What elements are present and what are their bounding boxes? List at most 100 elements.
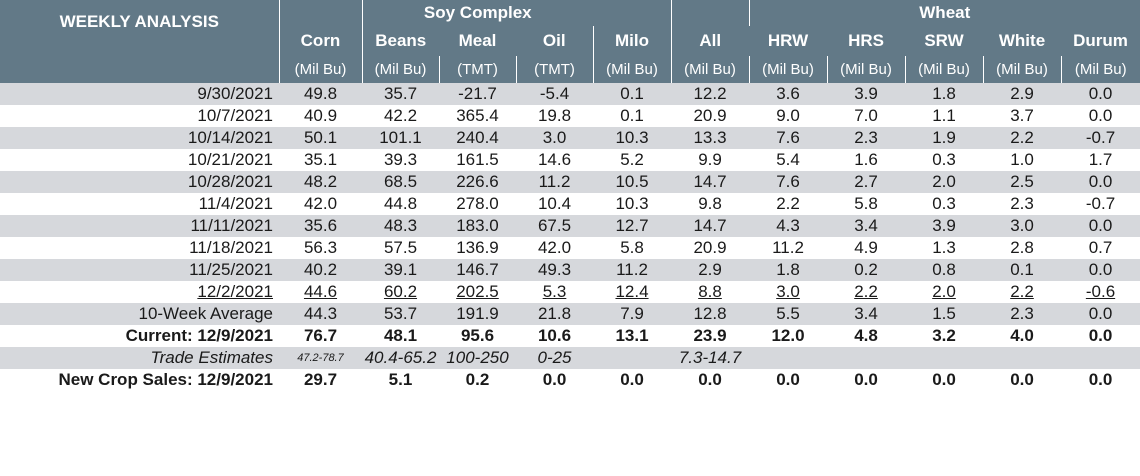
estimate-empty [749,347,828,369]
table-title: WEEKLY ANALYSIS [0,0,279,56]
table-row: 10/14/2021 50.1 101.1 240.4 3.0 10.3 13.3 7.6 2.… [0,127,1140,149]
table-cell: 5.5 [749,303,828,325]
table-cell: 278.0 [439,193,516,215]
row-label: 10/21/2021 [0,149,279,171]
table-cell: 0.7 [1061,237,1140,259]
table-cell: 40.2 [279,259,362,281]
table-cell: 12.8 [671,303,750,325]
unit-label: (Mil Bu) [361,56,439,83]
table-cell: 2.0 [905,281,984,303]
table-cell: 12.0 [749,325,828,347]
row-label: 10-Week Average [0,303,279,325]
table-cell: 44.8 [362,193,439,215]
unit-label: (TMT) [438,56,516,83]
table-row: New Crop Sales: 12/9/2021 29.7 5.1 0.2 0.0 0.… [0,369,1140,391]
table-row: 11/4/2021 42.0 44.8 278.0 10.4 10.3 9.8 2.2 5.8 0… [0,193,1140,215]
table-cell: 8.8 [671,281,750,303]
table-cell: 0.2 [827,259,906,281]
row-label: 10/14/2021 [0,127,279,149]
table-cell: 191.9 [439,303,516,325]
table-cell: 7.0 [827,105,906,127]
row-label: 10/28/2021 [0,171,279,193]
row-label: 11/18/2021 [0,237,279,259]
table-cell: 12.4 [593,281,672,303]
table-cell: 53.7 [362,303,439,325]
unit-label: (Mil Bu) [748,56,828,83]
table-cell: 0.0 [1061,325,1140,347]
table-cell: 12.2 [671,83,750,105]
table-cell: 3.4 [827,215,906,237]
table-cell: 20.9 [671,237,750,259]
table-cell: 2.2 [749,193,828,215]
table-cell: -0.7 [1061,127,1140,149]
unit-label: (Mil Bu) [826,56,906,83]
table-cell: 40.9 [279,105,362,127]
table-cell: 14.6 [516,149,594,171]
table-row: 11/11/2021 35.6 48.3 183.0 67.5 12.7 14.7 4.3 3.… [0,215,1140,237]
estimate-milo [593,347,672,369]
estimate-empty [983,347,1062,369]
row-label: 11/25/2021 [0,259,279,281]
table-row: 11/18/2021 56.3 57.5 136.9 42.0 5.8 20.9 11.2 4.… [0,237,1140,259]
table-cell: 42.0 [516,237,594,259]
estimate-all-wheat: 7.3-14.7 [671,347,750,369]
table-cell: 12.7 [593,215,672,237]
row-label: 10/7/2021 [0,105,279,127]
table-cell: 0.8 [905,259,984,281]
table-cell: 44.6 [279,281,362,303]
table-cell: 10.5 [593,171,672,193]
column-header-hrs: HRS [827,26,906,56]
table-cell: 3.4 [827,303,906,325]
table-cell: 3.0 [983,215,1062,237]
table-cell: 0.1 [593,83,672,105]
table-cell: 101.1 [362,127,439,149]
table-cell: 11.2 [593,259,672,281]
table-cell: 11.2 [516,171,594,193]
table-cell: 44.3 [279,303,362,325]
table-cell: -21.7 [439,83,516,105]
estimate-empty [1061,347,1140,369]
table-cell: 48.3 [362,215,439,237]
table-cell: 56.3 [279,237,362,259]
estimate-meal: 100-250 [439,347,516,369]
table-cell: 2.3 [983,193,1062,215]
table-cell: 0.0 [749,369,828,391]
estimate-empty [827,347,906,369]
unit-label: (Mil Bu) [982,56,1062,83]
table-cell: 1.6 [827,149,906,171]
table-cell: 146.7 [439,259,516,281]
column-header-meal: Meal [439,26,516,56]
table-cell: 1.8 [905,83,984,105]
table-cell: 11.2 [749,237,828,259]
table-cell: 9.0 [749,105,828,127]
table-cell: 2.7 [827,171,906,193]
table-cell: 2.8 [983,237,1062,259]
wheat-group-header: Wheat [748,0,1140,26]
table-cell: 7.6 [749,127,828,149]
table-cell: 2.0 [905,171,984,193]
table-cell: 39.3 [362,149,439,171]
table-cell: 136.9 [439,237,516,259]
table-cell: 10.4 [516,193,594,215]
table-cell: 240.4 [439,127,516,149]
table-cell: 10.3 [593,127,672,149]
table-cell: 68.5 [362,171,439,193]
table-cell: 7.9 [593,303,672,325]
table-cell: 3.2 [905,325,984,347]
table-cell: 226.6 [439,171,516,193]
table-cell: 48.2 [279,171,362,193]
table-cell: 0.3 [905,149,984,171]
row-label: 11/4/2021 [0,193,279,215]
column-header-beans: Beans [361,26,439,56]
table-cell: 0.0 [1061,215,1140,237]
table-cell: 10.3 [593,193,672,215]
table-row: Current: 12/9/2021 76.7 48.1 95.6 10.6 13.1 23… [0,325,1140,347]
table-row: 10-Week Average 44.3 53.7 191.9 21.8 7.9 12.8 5… [0,303,1140,325]
table-cell: 60.2 [362,281,439,303]
table-cell: 9.9 [671,149,750,171]
unit-label: (Mil Bu) [278,56,362,83]
row-label: Current: 12/9/2021 [0,325,279,347]
table-cell: 35.7 [362,83,439,105]
table-cell: 10.6 [516,325,594,347]
table-cell: 2.2 [983,127,1062,149]
